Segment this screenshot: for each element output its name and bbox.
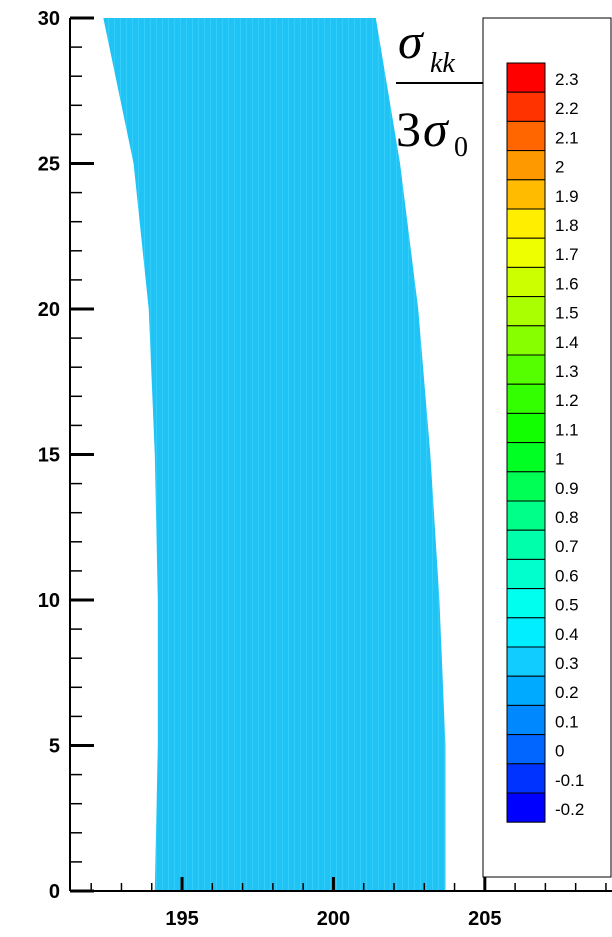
y-tick-25: 25 bbox=[38, 154, 94, 176]
colorbar-swatch bbox=[506, 500, 546, 531]
y-tick-0: 0 bbox=[49, 881, 94, 903]
colorbar-label: 2.3 bbox=[555, 70, 579, 89]
colorbar-swatch bbox=[506, 296, 546, 327]
colorbar-swatch bbox=[506, 325, 546, 356]
y-tick-label: 10 bbox=[38, 590, 60, 612]
colorbar-label: 1.5 bbox=[555, 304, 579, 323]
colorbar-label: 0.7 bbox=[555, 537, 579, 556]
y-tick-30: 30 bbox=[38, 8, 94, 30]
chart-title: σ kk 3 σ 0 bbox=[396, 13, 484, 163]
colorbar-label: 1.2 bbox=[555, 391, 579, 410]
colorbar-swatch bbox=[506, 62, 546, 93]
colorbar-swatch bbox=[506, 412, 546, 444]
colorbar-label: 0.6 bbox=[555, 566, 579, 585]
title-subscript-kk: kk bbox=[430, 48, 455, 79]
y-tick-label: 20 bbox=[38, 299, 60, 321]
colorbar-swatch bbox=[506, 120, 546, 152]
colorbar-label: 0 bbox=[555, 742, 564, 761]
colorbar-swatch bbox=[506, 617, 546, 648]
title-subscript-0: 0 bbox=[454, 132, 468, 163]
colorbar-label: 1.3 bbox=[555, 362, 579, 381]
colorbar-swatch bbox=[506, 354, 546, 385]
colorbar-swatch bbox=[506, 471, 546, 502]
y-tick-5: 5 bbox=[49, 736, 94, 758]
x-tick-label: 195 bbox=[165, 908, 198, 930]
colorbar-swatch bbox=[506, 704, 546, 736]
y-tick-label: 0 bbox=[49, 881, 60, 903]
x-tick-label: 205 bbox=[468, 908, 501, 930]
title-sigma-numerator: σ bbox=[398, 13, 425, 69]
colorbar-label: 1 bbox=[555, 450, 564, 469]
stress-field-region bbox=[103, 18, 446, 891]
colorbar-swatch bbox=[506, 179, 546, 210]
colorbar-label: 0.9 bbox=[555, 479, 579, 498]
colorbar-label: 1.8 bbox=[555, 216, 579, 235]
y-tick-label: 30 bbox=[38, 8, 60, 30]
colorbar-swatch bbox=[506, 763, 546, 794]
colorbar-swatch bbox=[506, 792, 546, 823]
colorbar-label: 1.1 bbox=[555, 420, 579, 439]
colorbar-label: 0.2 bbox=[555, 683, 579, 702]
colorbar-swatch bbox=[506, 91, 546, 122]
colorbar-label: 2.2 bbox=[555, 99, 579, 118]
colorbar-swatch bbox=[506, 442, 546, 473]
colorbar-swatch bbox=[506, 558, 546, 590]
colorbar-label: 0.4 bbox=[555, 625, 579, 644]
colorbar-swatch bbox=[506, 383, 546, 414]
x-minor-ticks bbox=[90, 883, 607, 891]
colorbar-label: 0.8 bbox=[555, 508, 579, 527]
colorbar-label: 0.5 bbox=[555, 596, 579, 615]
colorbar-swatch bbox=[506, 150, 546, 181]
colorbar-label: -0.2 bbox=[555, 800, 584, 819]
y-tick-label: 5 bbox=[49, 736, 60, 758]
colorbar-swatch bbox=[506, 529, 546, 560]
y-tick-10: 10 bbox=[38, 590, 94, 612]
colorbar-label: 1.9 bbox=[555, 187, 579, 206]
y-tick-20: 20 bbox=[38, 299, 94, 321]
y-tick-label: 25 bbox=[38, 154, 60, 176]
x-tick-200: 200 bbox=[317, 877, 350, 930]
x-tick-205: 205 bbox=[468, 877, 502, 930]
x-tick-label: 200 bbox=[317, 908, 350, 930]
colorbar-swatch bbox=[506, 237, 546, 268]
colorbar-label: -0.1 bbox=[555, 771, 584, 790]
colorbar-label: 0.1 bbox=[555, 712, 579, 731]
colorbar-swatch bbox=[506, 208, 546, 239]
colorbar-label: 1.6 bbox=[555, 274, 579, 293]
y-tick-15: 15 bbox=[38, 445, 94, 467]
colorbar-label: 0.3 bbox=[555, 654, 579, 673]
colorbar-swatch bbox=[506, 588, 546, 619]
y-tick-label: 15 bbox=[38, 445, 60, 467]
colorbar-label: 1.4 bbox=[555, 333, 579, 352]
colorbar-swatch bbox=[506, 675, 546, 706]
legend-frame bbox=[482, 17, 612, 878]
colorbar-label: 2.1 bbox=[555, 128, 579, 147]
colorbar-swatch bbox=[506, 646, 546, 677]
colorbar-swatch bbox=[506, 734, 546, 765]
colorbar-swatches bbox=[506, 62, 546, 823]
colorbar-label: 1.7 bbox=[555, 245, 579, 264]
colorbar-legend: 2.3 2.2 2.1 2 1.9 1.8 1.7 1.6 1.5 1.4 1.3 1.2 1.1 1 0.… bbox=[482, 17, 612, 878]
y-minor-ticks bbox=[70, 46, 82, 863]
colorbar-labels: 2.3 2.2 2.1 2 1.9 1.8 1.7 1.6 1.5 1.4 1.3 1.2 1.1 1 0.… bbox=[555, 70, 584, 819]
colorbar-label: 2 bbox=[555, 158, 564, 177]
title-coefficient-3: 3 bbox=[396, 101, 421, 157]
title-sigma-denominator: σ bbox=[423, 101, 450, 157]
colorbar-swatch bbox=[506, 266, 546, 298]
x-tick-195: 195 bbox=[165, 877, 199, 930]
